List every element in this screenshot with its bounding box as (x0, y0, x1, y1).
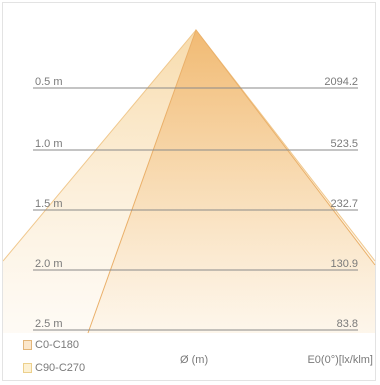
legend-item-c0-c180: C0-C180 (23, 338, 79, 352)
distance-label: 2.5 m (35, 318, 63, 330)
illuminance-value: 83.8 (337, 318, 358, 330)
distance-label: 0.5 m (35, 76, 63, 88)
legend-label-c0-c180: C0-C180 (35, 339, 80, 351)
beam-c0-c180-outline (87, 28, 376, 334)
illuminance-value: 2094.2 (324, 76, 358, 88)
legend-item-c90-c270: C90-C270 (23, 361, 85, 375)
illuminance-value: 130.9 (330, 258, 358, 270)
illuminance-value: 232.7 (330, 198, 358, 210)
legend-swatch-c90-c270 (23, 363, 32, 373)
legend-label-c90-c270: C90-C270 (35, 362, 86, 374)
illuminance-unit-label: E0(0°)[lx/klm] (307, 354, 373, 366)
distance-label: 1.5 m (35, 198, 63, 210)
light-distribution-panel: 0.5 m 2094.2 1.0 m 523.5 1.5 m 232.7 2.0 m 130.… (2, 2, 376, 381)
illuminance-value: 523.5 (330, 138, 358, 150)
distance-label: 2.0 m (35, 258, 63, 270)
distance-label: 1.0 m (35, 138, 63, 150)
beam-c0-c180 (88, 30, 375, 333)
legend-swatch-c0-c180 (23, 340, 32, 350)
beam-diagram: 0.5 m 2094.2 1.0 m 523.5 1.5 m 232.7 2.0 m 130.… (3, 28, 376, 334)
diameter-axis-label: Ø (m) (180, 354, 209, 366)
